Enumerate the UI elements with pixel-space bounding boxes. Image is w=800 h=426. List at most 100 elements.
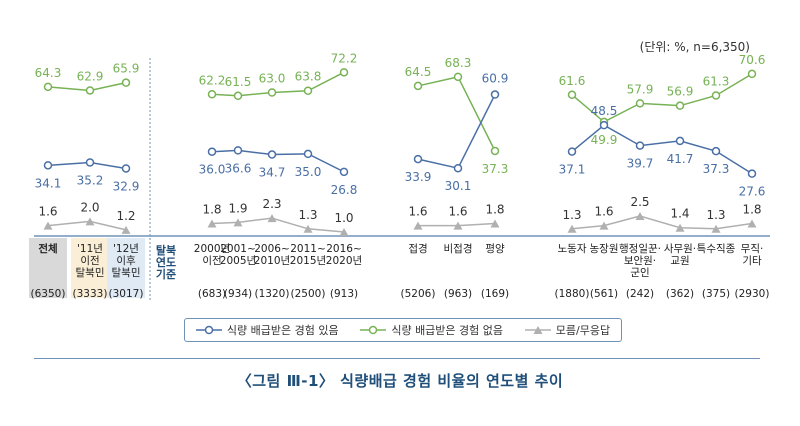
legend-item-dk: 모름/무응답 [524, 322, 610, 338]
point-yes [121, 164, 131, 173]
point-no [711, 91, 721, 100]
point-no [267, 88, 277, 97]
data-label-dk: 1.3 [706, 208, 725, 222]
data-label-dk: 1.6 [408, 205, 427, 219]
data-label-dk: 2.5 [630, 195, 649, 209]
data-label-no: 65.9 [113, 62, 140, 76]
category-cell-bg [107, 238, 145, 298]
series-line-dk [211, 217, 345, 233]
point-no [675, 101, 685, 110]
category-label: 접경 [408, 242, 427, 255]
point-no [43, 82, 53, 92]
point-yes [453, 163, 463, 173]
series-line-dk [571, 215, 753, 230]
data-label-dk: 1.0 [334, 211, 353, 225]
point-dk [453, 221, 463, 230]
category-n: (2930) [735, 288, 770, 300]
point-dk [490, 219, 500, 228]
point-yes [711, 146, 721, 156]
data-label-yes: 35.2 [77, 173, 104, 187]
category-cell-bg [29, 238, 67, 298]
category-n: (963) [444, 288, 472, 300]
data-label-yes: 60.9 [482, 72, 509, 86]
category-n: (913) [330, 288, 358, 300]
point-no [635, 99, 645, 108]
data-label-yes: 30.1 [445, 179, 472, 193]
data-label-no: 64.5 [405, 65, 432, 79]
data-label-dk: 1.3 [298, 208, 317, 222]
category-label: 농장원 [590, 243, 619, 255]
category-label: 비접경 [444, 242, 473, 255]
category-cell-bg [71, 238, 109, 298]
legend-item-no: 식량 배급받은 경험 없음 [360, 322, 503, 338]
data-label-yes: 37.3 [703, 162, 730, 176]
category-label: 2001~ 2005년 [220, 243, 256, 267]
legend-marker-no-icon [360, 325, 387, 335]
category-label: '11년 이전 탈북민 [76, 243, 105, 279]
category-label: 노동자 [558, 243, 587, 255]
category-n: (6350) [31, 288, 66, 300]
data-label-no: 49.9 [591, 133, 618, 147]
data-label-dk: 1.2 [116, 209, 135, 223]
legend-item-yes: 식량 배급받은 경험 있음 [195, 322, 339, 338]
point-dk [303, 224, 313, 233]
point-dk [233, 218, 243, 227]
data-label-yes: 39.7 [627, 157, 654, 171]
data-label-no: 62.9 [77, 69, 104, 83]
point-no [453, 72, 463, 82]
point-dk [207, 219, 217, 228]
point-yes [233, 146, 243, 155]
data-label-yes: 36.0 [199, 163, 226, 177]
point-yes [635, 141, 645, 150]
category-label: 전체 [38, 242, 57, 255]
category-label: 행정일꾼· 보안원· 군인 [619, 242, 661, 279]
category-label: 평양 [485, 243, 505, 255]
category-n: (362) [666, 288, 694, 300]
category-label: 2006~ 2010년 [254, 243, 290, 267]
category-n: (5206) [401, 288, 436, 300]
category-n: (1880) [555, 288, 590, 300]
point-dk [121, 225, 131, 234]
category-label: 특수직종 [697, 243, 736, 255]
series-line-yes [417, 94, 496, 170]
data-label-no: 70.6 [739, 53, 766, 67]
point-no [413, 81, 423, 91]
data-label-dk: 1.9 [228, 201, 247, 215]
unit-note: (단위: %, n=6,350) [639, 40, 750, 54]
point-yes [339, 167, 349, 177]
category-n: (242) [626, 288, 654, 300]
data-label-yes: 32.9 [113, 179, 140, 193]
category-n: (375) [702, 288, 730, 300]
point-dk [675, 223, 685, 232]
point-no [303, 86, 313, 95]
data-label-dk: 1.8 [485, 202, 504, 216]
data-label-no: 61.3 [703, 74, 730, 88]
point-dk [635, 212, 645, 220]
category-label: 2011~ 2015년 [290, 243, 326, 267]
point-yes [413, 154, 423, 164]
legend-marker-dk-icon [524, 326, 551, 334]
data-label-no: 64.3 [35, 66, 62, 80]
data-label-no: 63.8 [295, 70, 322, 84]
data-label-no: 61.6 [559, 74, 586, 88]
category-label: '12년 이후 탈북민 [112, 243, 141, 279]
data-label-yes: 37.1 [559, 163, 586, 177]
category-n: (169) [481, 288, 509, 300]
point-yes [567, 147, 577, 156]
category-label: 무직· 기타 [741, 243, 764, 267]
data-label-no: 72.2 [331, 51, 358, 65]
category-label: 2016~ 2020년 [326, 243, 362, 267]
category-n: (3333) [73, 288, 108, 300]
data-label-yes: 26.8 [331, 183, 358, 197]
category-n: (561) [590, 288, 618, 300]
data-label-yes: 34.1 [35, 176, 62, 190]
series-line-yes [571, 124, 753, 175]
data-label-dk: 1.4 [670, 207, 689, 221]
data-label-dk: 1.8 [202, 202, 221, 216]
category-n: (2500) [291, 288, 326, 300]
data-label-no: 37.3 [482, 162, 509, 176]
data-label-dk: 1.3 [562, 208, 581, 222]
series-line-dk [47, 220, 127, 231]
point-no [85, 86, 95, 95]
